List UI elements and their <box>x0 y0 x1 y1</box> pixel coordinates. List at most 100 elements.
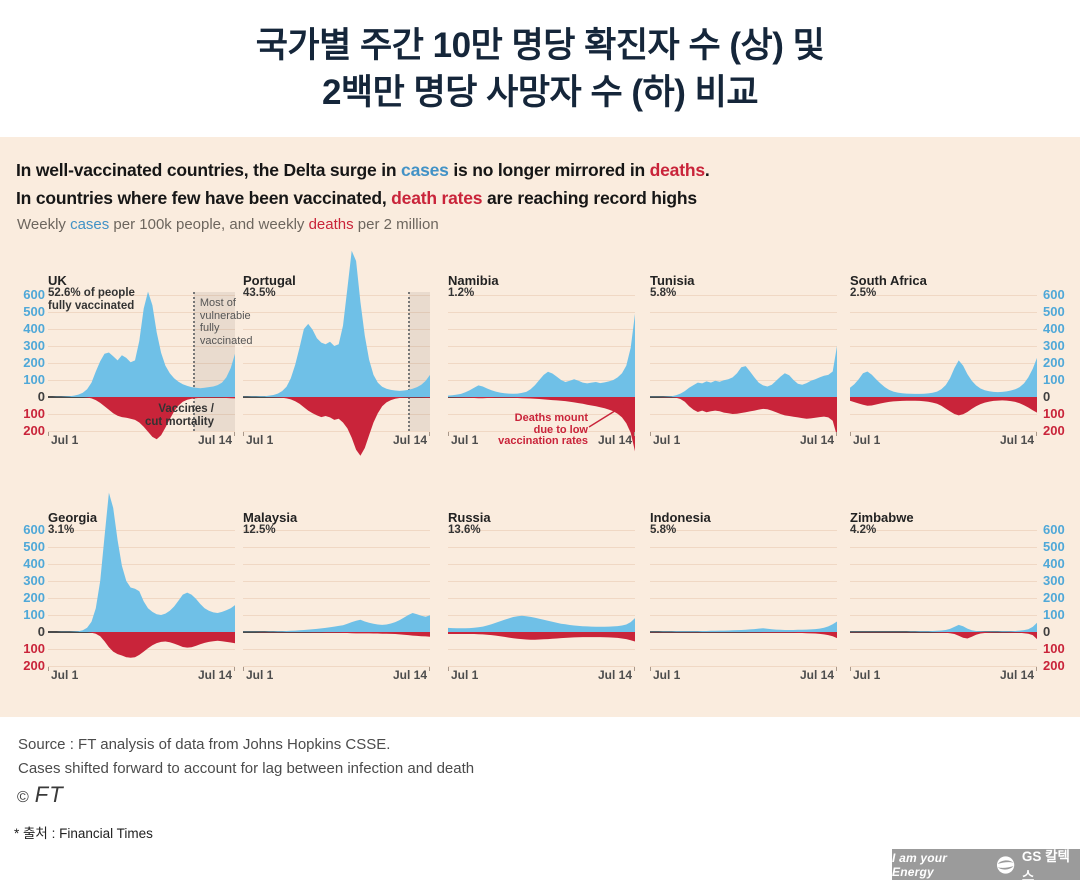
cases-area <box>48 492 235 632</box>
x-axis-tick <box>1036 667 1037 671</box>
grid-line <box>448 530 635 531</box>
headline-text-3: . <box>704 160 710 180</box>
grid-line <box>850 581 1037 582</box>
y-axis-label-right: 100 <box>1043 372 1065 387</box>
grid-line <box>650 530 837 531</box>
y-axis-label-right: 600 <box>1043 522 1065 537</box>
y-axis-label-right: 0 <box>1043 389 1051 404</box>
grid-line <box>650 431 837 432</box>
grid-line <box>850 649 1037 650</box>
y-axis-label-right: 100 <box>1043 641 1065 656</box>
vaccination-rate-label: 3.1% <box>48 524 75 536</box>
chart-russia <box>448 615 635 642</box>
country-label: Zimbabwe <box>850 510 914 525</box>
chart-south-africa <box>850 357 1037 416</box>
y-axis-label-left: 0 <box>37 389 45 404</box>
chart-panel: In well-vaccinated countries, the Delta … <box>0 137 1080 717</box>
country-label: Georgia <box>48 510 98 525</box>
country-label: Indonesia <box>650 510 711 525</box>
x-axis-tick <box>836 432 837 436</box>
cases-area <box>448 615 635 632</box>
grid-line <box>243 649 430 650</box>
grid-line <box>243 295 430 296</box>
death-rates-highlight: death rates <box>391 188 483 208</box>
x-axis-label-start: Jul 1 <box>451 433 479 447</box>
grid-line <box>650 329 837 330</box>
page-title-line2: 2백만 명당 사망자 수 (하) 비교 <box>321 73 759 112</box>
x-axis-label-end: Jul 14 <box>392 668 427 682</box>
y-axis-label-left: 100 <box>23 641 45 656</box>
y-axis-label-left: 400 <box>23 321 45 336</box>
deaths-area <box>650 397 837 437</box>
annotation-mortality-note: Vaccines / cut mortality <box>144 403 214 428</box>
y-axis-label-right: 200 <box>1043 355 1065 370</box>
y-axis-label-right: 200 <box>1043 423 1065 438</box>
y-axis-label-right: 500 <box>1043 539 1065 554</box>
y-axis-label-right: 300 <box>1043 338 1065 353</box>
chart-malaysia <box>243 613 430 637</box>
grid-line <box>650 295 837 296</box>
deaths-highlight: deaths <box>649 160 705 180</box>
subtitle-deaths-highlight: deaths <box>308 216 354 233</box>
vaccination-rate-label: 43.5% <box>243 287 276 299</box>
grid-line <box>850 363 1037 364</box>
x-axis-tick <box>650 432 651 436</box>
grid-line <box>448 329 635 330</box>
grid-line <box>243 615 430 616</box>
x-axis-tick <box>850 667 851 671</box>
grid-line <box>448 649 635 650</box>
grid-line <box>650 346 837 347</box>
x-axis-label-end: Jul 14 <box>799 668 834 682</box>
chart-georgia <box>48 492 235 658</box>
y-axis-label-left: 500 <box>23 539 45 554</box>
y-axis-label-left: 200 <box>23 658 45 673</box>
grid-line <box>650 312 837 313</box>
y-axis-label-right: 100 <box>1043 607 1065 622</box>
x-axis-tick <box>234 667 235 671</box>
x-axis-label-start: Jul 1 <box>51 433 79 447</box>
subtitle-text-1: Weekly <box>17 216 71 233</box>
x-axis-label-end: Jul 14 <box>597 433 632 447</box>
grid-line <box>448 581 635 582</box>
page-title-line1: 국가별 주간 10만 명당 확진자 수 (상) 및 <box>255 26 825 65</box>
annotation-deaths-note: Deaths mount due to low vaccination rate… <box>498 412 588 447</box>
grid-line <box>650 564 837 565</box>
y-axis-label-left: 400 <box>23 556 45 571</box>
chart-namibia <box>448 313 635 452</box>
chart-indonesia <box>650 621 837 639</box>
grid-line <box>48 312 235 313</box>
chart-tunisia <box>650 346 837 437</box>
y-axis-label-right: 100 <box>1043 406 1065 421</box>
y-axis-label-left: 200 <box>23 590 45 605</box>
x-axis-label-end: Jul 14 <box>392 433 427 447</box>
deaths-area <box>243 632 430 637</box>
chart-zimbabwe <box>850 622 1037 640</box>
x-axis-tick <box>234 432 235 436</box>
x-axis-tick <box>48 667 49 671</box>
grid-line <box>243 530 430 531</box>
cases-highlight: cases <box>401 160 449 180</box>
grid-line <box>243 581 430 582</box>
grid-line <box>650 598 837 599</box>
country-label: Tunisia <box>650 273 695 288</box>
footer-copyright: © FT <box>17 782 64 808</box>
ft-mark: FT <box>34 782 64 807</box>
cases-area <box>448 313 635 397</box>
y-axis-label-right: 400 <box>1043 556 1065 571</box>
subtitle-text-2: per 100k people, and weekly <box>109 216 309 233</box>
grid-line <box>448 615 635 616</box>
vaccination-band <box>193 292 235 431</box>
grid-line <box>850 431 1037 432</box>
grid-line <box>243 329 430 330</box>
x-axis-tick <box>650 667 651 671</box>
footer-source: Source : FT analysis of data from Johns … <box>18 736 391 753</box>
grid-line <box>48 431 235 432</box>
y-axis-label-left: 0 <box>37 624 45 639</box>
y-axis-label-left: 100 <box>23 406 45 421</box>
chart-portugal <box>243 250 430 456</box>
y-axis-label-left: 500 <box>23 304 45 319</box>
grid-line <box>650 666 837 667</box>
x-axis-tick <box>429 432 430 436</box>
vaccination-rate-label: 52.6% of people fully vaccinated <box>48 287 135 312</box>
